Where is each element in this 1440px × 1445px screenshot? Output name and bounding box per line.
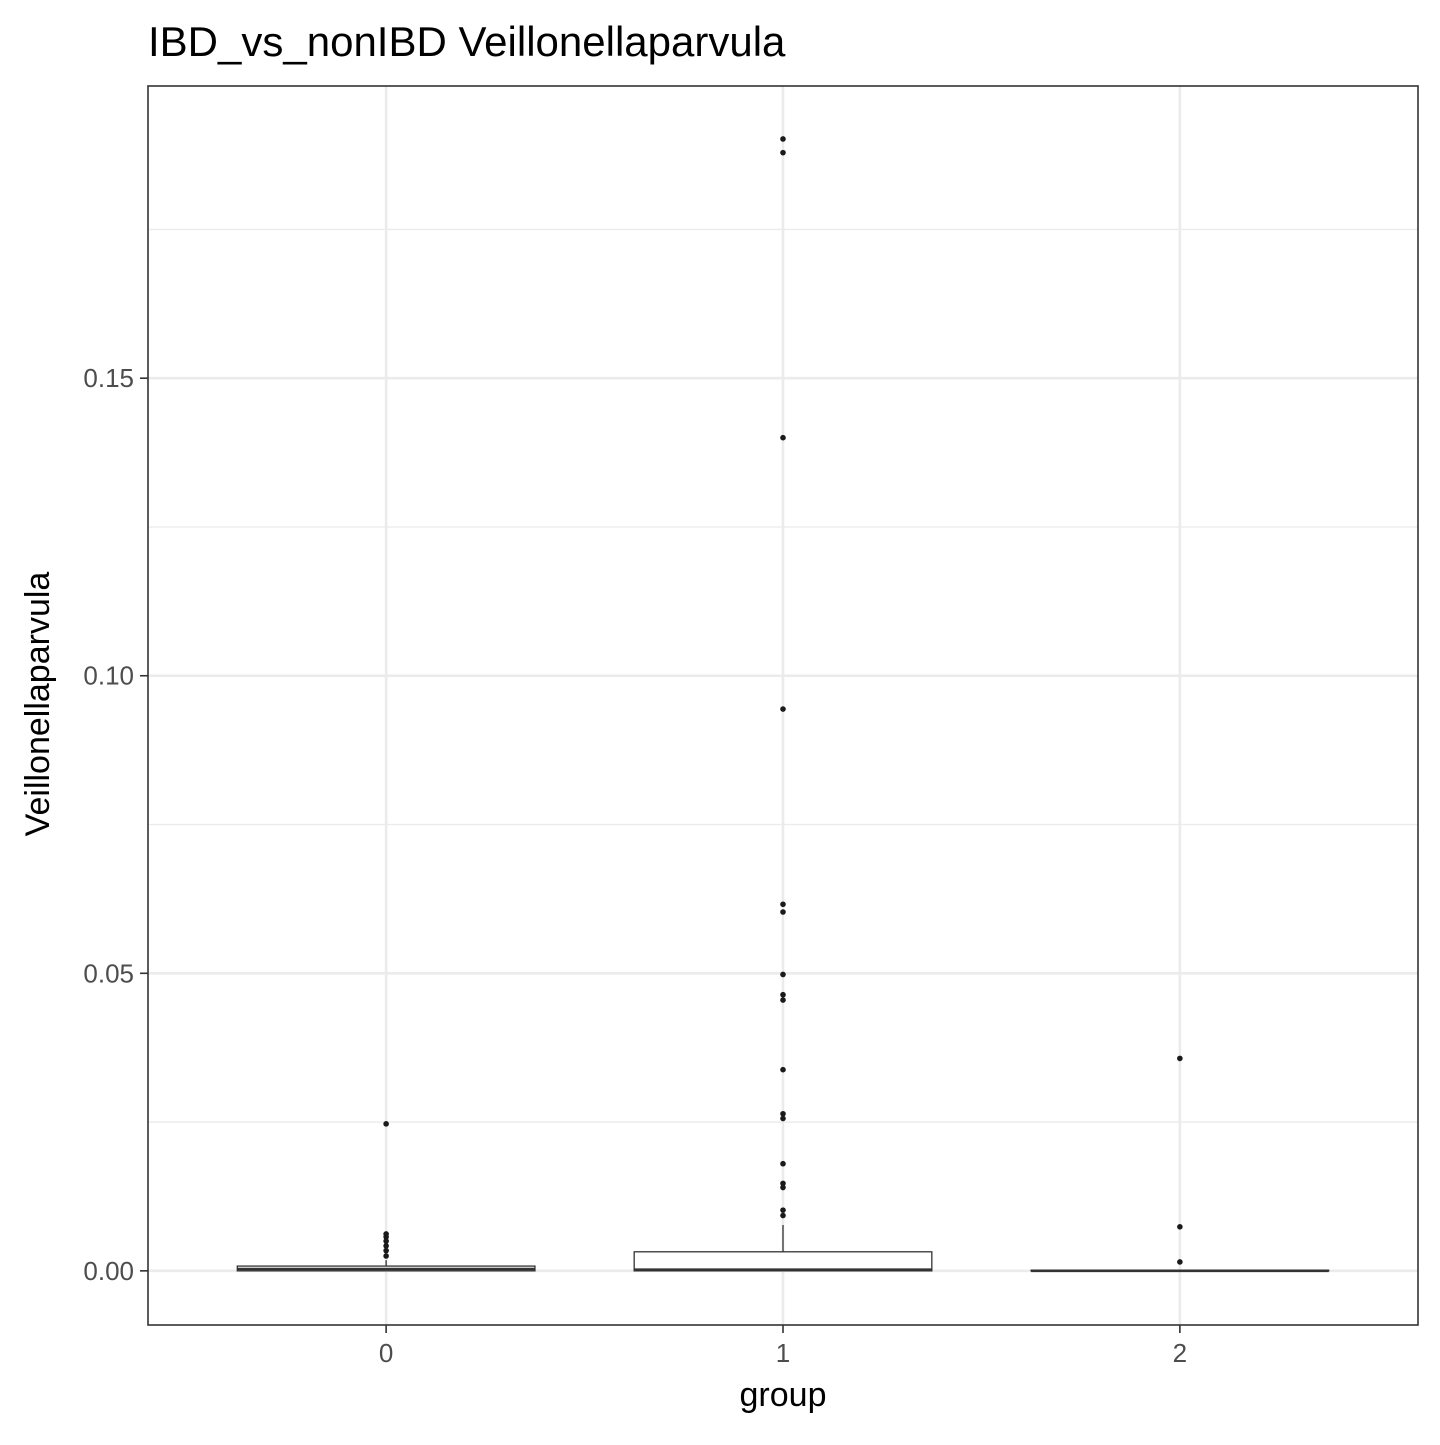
- y-axis-title: Veillonellaparvula: [19, 572, 57, 837]
- outlier-point: [383, 1238, 389, 1244]
- outlier-point: [780, 434, 786, 441]
- outlier-point: [780, 136, 786, 142]
- outlier-point: [383, 1253, 389, 1259]
- x-tick-label: 1: [776, 1338, 790, 1368]
- outlier-point: [780, 1115, 786, 1122]
- x-tick-label: 0: [379, 1338, 393, 1368]
- outlier-point: [383, 1121, 389, 1127]
- outlier-point: [780, 1160, 786, 1167]
- outlier-point: [383, 1247, 389, 1254]
- outlier-point: [780, 149, 786, 156]
- outlier-point: [780, 1212, 786, 1219]
- outlier-point: [1177, 1055, 1183, 1062]
- outlier-point: [780, 971, 786, 978]
- outlier-point: [780, 1184, 786, 1191]
- outlier-point: [780, 997, 786, 1003]
- box-body: [633, 1251, 933, 1272]
- boxes: [236, 1225, 1330, 1273]
- box-group-2: [1030, 1269, 1330, 1273]
- x-tick-label: 2: [1173, 1338, 1187, 1368]
- y-tick-label: 0.10: [83, 661, 134, 691]
- axis-ticks: 0.00 0.05 0.10 0.15 0 1 2: [83, 363, 1187, 1368]
- box-group-0: [236, 1260, 536, 1272]
- outlier-point: [780, 991, 786, 998]
- outlier-points: [383, 136, 1183, 1265]
- outlier-point: [780, 706, 786, 712]
- chart-title: IBD_vs_nonIBD Veillonellaparvula: [148, 18, 786, 65]
- y-tick-label: 0.05: [83, 958, 134, 988]
- outlier-point: [780, 901, 786, 908]
- outlier-point: [780, 909, 786, 915]
- outlier-point: [780, 1180, 786, 1187]
- box-group-1: [633, 1225, 933, 1272]
- outlier-point: [780, 1066, 786, 1073]
- outlier-point: [383, 1243, 389, 1249]
- outlier-point: [1177, 1224, 1183, 1230]
- outlier-point: [383, 1234, 389, 1240]
- y-tick-label: 0.00: [83, 1256, 134, 1286]
- outlier-point: [1177, 1259, 1183, 1265]
- y-tick-label: 0.15: [83, 363, 134, 393]
- outlier-point: [780, 1207, 786, 1213]
- x-axis-title: group: [740, 1376, 827, 1414]
- outlier-point: [780, 1110, 786, 1117]
